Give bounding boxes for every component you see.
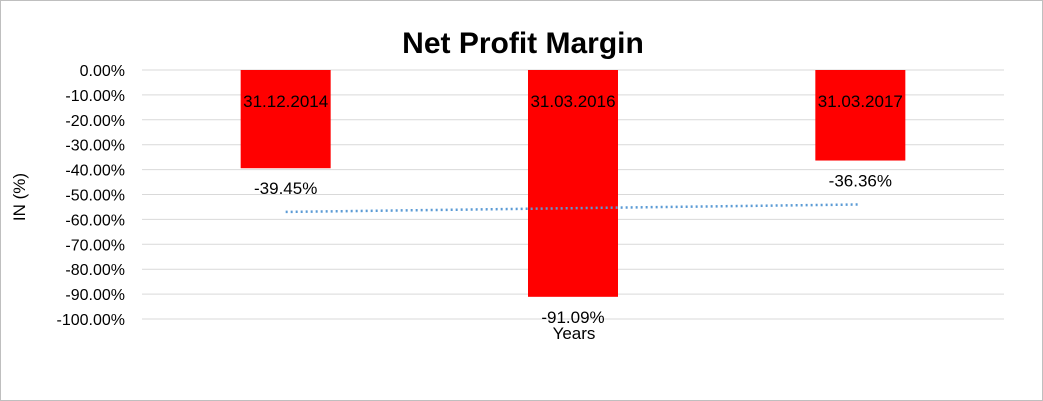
chart-title: Net Profit Margin xyxy=(402,27,644,60)
y-tick-label: -40.00% xyxy=(65,163,125,180)
y-tick-label: 0.00% xyxy=(80,63,125,80)
category-label: 31.03.2017 xyxy=(818,92,903,111)
y-tick-label: -100.00% xyxy=(57,312,126,329)
y-tick-label: -30.00% xyxy=(65,138,125,155)
y-tick-label: -10.00% xyxy=(65,88,125,105)
category-label: 31.03.2016 xyxy=(530,92,615,111)
bars xyxy=(240,70,906,297)
bar xyxy=(240,70,331,169)
trendline xyxy=(285,203,861,214)
value-label: -39.45% xyxy=(254,179,317,198)
value-label: -91.09% xyxy=(541,308,604,327)
value-labels: -39.45% -91.09% -36.36% xyxy=(254,172,892,327)
x-axis-label: Years xyxy=(553,324,596,343)
y-tick-label: -90.00% xyxy=(65,287,125,304)
trendline-line xyxy=(285,203,861,214)
y-tick-labels: 0.00% -10.00% -20.00% -30.00% -40.00% -50.00%… xyxy=(57,63,126,329)
y-tick-label: -70.00% xyxy=(65,237,125,254)
category-labels: 31.12.2014 31.03.2016 31.03.2017 xyxy=(243,92,903,111)
category-label: 31.12.2014 xyxy=(243,92,328,111)
y-axis-label: IN (%) xyxy=(10,173,29,221)
y-tick-label: -50.00% xyxy=(65,188,125,205)
bar xyxy=(528,70,618,297)
bar xyxy=(815,70,906,161)
y-tick-label: -20.00% xyxy=(65,113,125,130)
value-label: -36.36% xyxy=(829,172,892,191)
y-tick-label: -80.00% xyxy=(65,262,125,279)
y-tick-label: -60.00% xyxy=(65,212,125,229)
